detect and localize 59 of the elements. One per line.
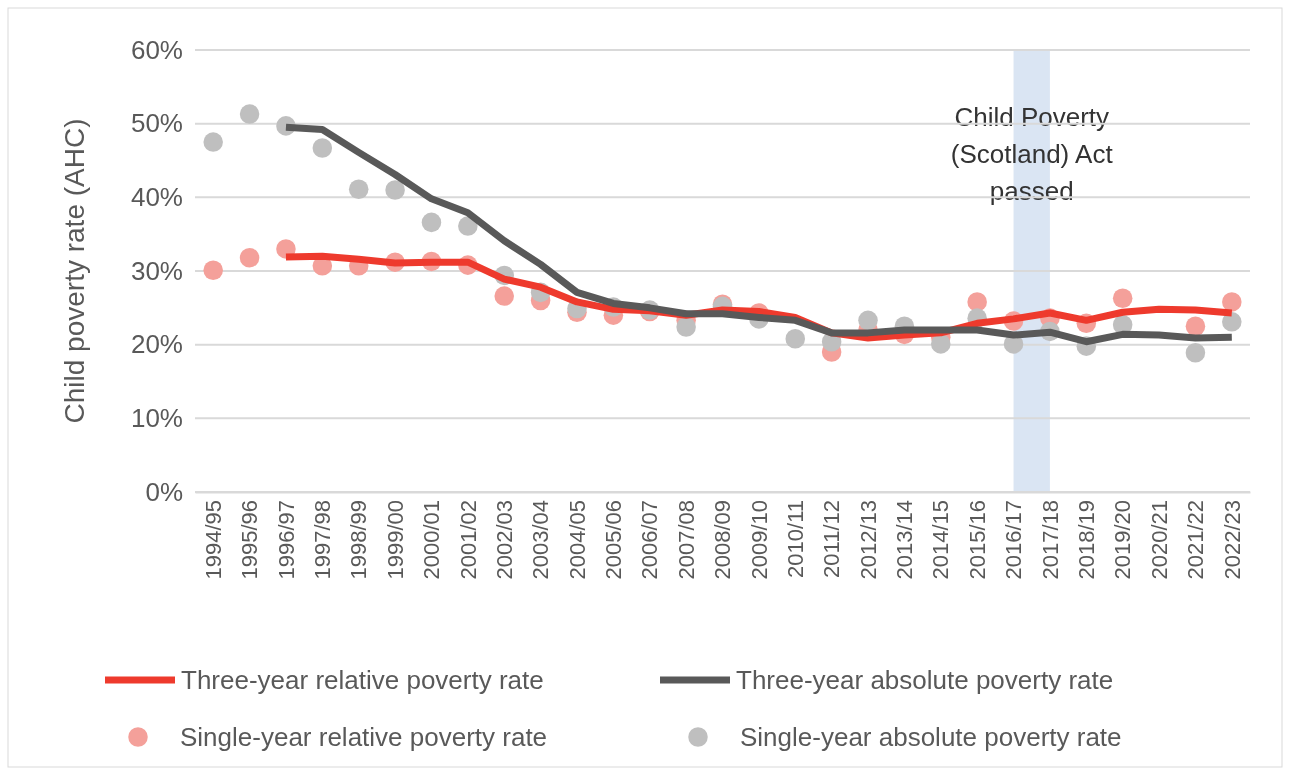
x-tick-label: 2008/09 [710,500,736,580]
point [312,138,333,158]
x-tick-label: 2020/21 [1146,500,1172,580]
point [494,286,514,306]
point [239,247,260,268]
point [1185,316,1206,336]
point [1222,312,1242,332]
point [785,329,806,349]
legend-label: Three-year relative poverty rate [181,665,544,695]
y-tick-label: 60% [130,34,183,65]
legend-label: Three-year absolute poverty rate [736,665,1114,695]
x-tick-label: 1999/00 [382,500,408,580]
point [858,310,878,331]
x-tick-label: 2013/14 [892,500,918,580]
x-tick-label: 2003/04 [528,500,554,580]
point [385,180,405,200]
point [203,260,223,281]
x-tick-label: 2005/06 [601,500,627,580]
x-tick-label: 1994/95 [200,500,226,580]
point [967,292,987,312]
x-tick-label: 2015/16 [964,500,990,580]
y-tick-label: 40% [130,182,183,213]
x-tick-label: 2009/10 [746,500,772,580]
x-tick-label: 2011/12 [819,500,845,578]
point [421,212,442,233]
point [348,179,369,199]
y-tick-label: 0% [145,476,183,507]
x-tick-label: 1997/98 [310,500,336,580]
x-tick-label: 2010/11 [782,500,808,578]
x-tick-label: 1995/96 [237,500,263,580]
x-tick-label: 2018/19 [1073,500,1099,580]
x-tick-label: 2007/08 [673,500,699,580]
point [239,104,260,124]
legend-label: Single-year absolute poverty rate [740,722,1122,752]
y-axis-title: Child poverty rate (AHC) [59,118,90,424]
x-tick-label: 2017/18 [1037,500,1063,580]
x-tick-label: 1996/97 [273,500,299,580]
point [1222,292,1242,312]
point [203,132,223,152]
x-tick-label: 2006/07 [637,500,663,580]
x-tick-label: 1998/99 [346,500,372,580]
y-tick-label: 10% [130,403,183,434]
point [1112,288,1133,309]
x-tick-label: 2001/02 [455,500,481,580]
y-tick-label: 30% [130,255,183,286]
point [931,334,951,354]
x-tick-label: 2022/23 [1219,500,1245,580]
x-tick-label: 2014/15 [928,500,954,580]
point [1185,343,1206,363]
x-tick-label: 2002/03 [491,500,517,580]
x-tick-label: 2012/13 [855,500,881,580]
x-tick-label: 2019/20 [1110,500,1136,580]
x-tick-label: 2000/01 [419,500,445,580]
y-tick-label: 20% [130,329,183,360]
y-tick-label: 50% [130,108,183,139]
x-tick-label: 2021/22 [1183,500,1209,580]
legend-label: Single-year relative poverty rate [180,722,548,752]
x-tick-label: 2004/05 [564,500,590,580]
x-tick-label: 2016/17 [1001,500,1027,580]
